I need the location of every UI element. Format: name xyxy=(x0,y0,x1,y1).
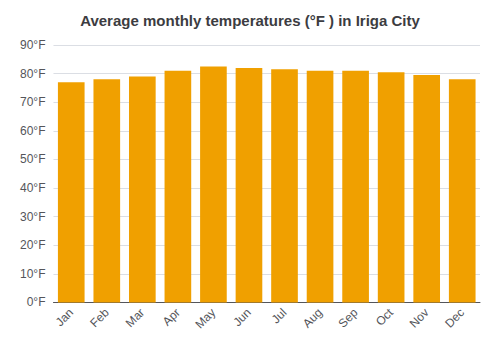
svg-text:0°F: 0°F xyxy=(27,295,46,309)
svg-text:40°F: 40°F xyxy=(20,181,45,195)
svg-text:80°F: 80°F xyxy=(20,67,45,81)
svg-text:Sep: Sep xyxy=(336,305,361,330)
svg-text:Mar: Mar xyxy=(123,306,148,330)
svg-text:Jun: Jun xyxy=(230,306,254,330)
svg-text:30°F: 30°F xyxy=(20,210,45,224)
svg-text:Jan: Jan xyxy=(53,306,77,330)
svg-text:Feb: Feb xyxy=(87,305,112,330)
svg-text:10°F: 10°F xyxy=(20,267,45,281)
svg-text:Average monthly temperatures (: Average monthly temperatures (°F ) in Ir… xyxy=(80,12,420,29)
svg-text:Apr: Apr xyxy=(160,306,183,329)
svg-text:Nov: Nov xyxy=(407,306,432,331)
svg-text:Jul: Jul xyxy=(269,306,290,327)
svg-text:90°F: 90°F xyxy=(20,38,45,52)
svg-text:60°F: 60°F xyxy=(20,124,45,138)
svg-text:Aug: Aug xyxy=(300,306,325,331)
svg-text:50°F: 50°F xyxy=(20,152,45,166)
svg-text:Oct: Oct xyxy=(373,305,397,329)
svg-text:20°F: 20°F xyxy=(20,238,45,252)
svg-text:Dec: Dec xyxy=(442,306,467,331)
svg-text:May: May xyxy=(192,306,218,332)
svg-text:70°F: 70°F xyxy=(20,95,45,109)
